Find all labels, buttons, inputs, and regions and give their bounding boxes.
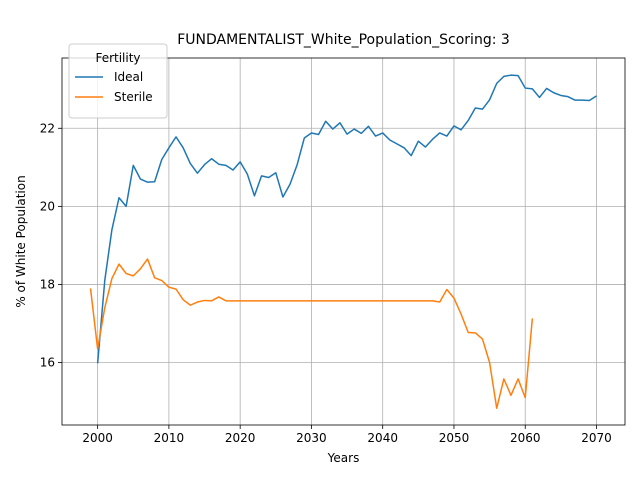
- legend-title: Fertility: [95, 51, 140, 65]
- grid-lines: [62, 58, 625, 425]
- plot-frame: [61, 57, 626, 426]
- x-tick-label: 2070: [581, 431, 612, 445]
- series-line-ideal: [96, 74, 597, 364]
- legend-label-ideal: Ideal: [114, 70, 143, 84]
- x-tick-label: 2020: [225, 431, 256, 445]
- x-tick-label: 2000: [82, 431, 113, 445]
- legend: Fertility Ideal Sterile: [68, 43, 168, 119]
- x-axis-label: Years: [327, 451, 360, 465]
- y-tick-label: 18: [40, 277, 55, 291]
- x-tick-label: 2050: [439, 431, 470, 445]
- y-tick-label: 16: [40, 356, 55, 370]
- legend-label-sterile: Sterile: [114, 90, 153, 104]
- series-line-sterile: [89, 258, 534, 409]
- plot-lines: [89, 74, 597, 409]
- y-tick-label: 20: [40, 199, 55, 213]
- y-axis-label: % of White Population: [14, 175, 28, 307]
- x-tick-label: 2060: [510, 431, 541, 445]
- chart-title: FUNDAMENTALIST_White_Population_Scoring:…: [177, 32, 510, 48]
- x-tick-label: 2010: [154, 431, 185, 445]
- x-axis-ticks: 2000 2010 2020 2030 2040 2050 2060 2070: [82, 425, 612, 445]
- legend-items: Ideal Sterile: [75, 70, 153, 104]
- y-tick-label: 22: [40, 121, 55, 135]
- x-tick-label: 2040: [367, 431, 398, 445]
- y-axis-ticks: 16 18 20 22: [40, 121, 62, 370]
- x-tick-label: 2030: [296, 431, 327, 445]
- legend-box: [68, 43, 168, 119]
